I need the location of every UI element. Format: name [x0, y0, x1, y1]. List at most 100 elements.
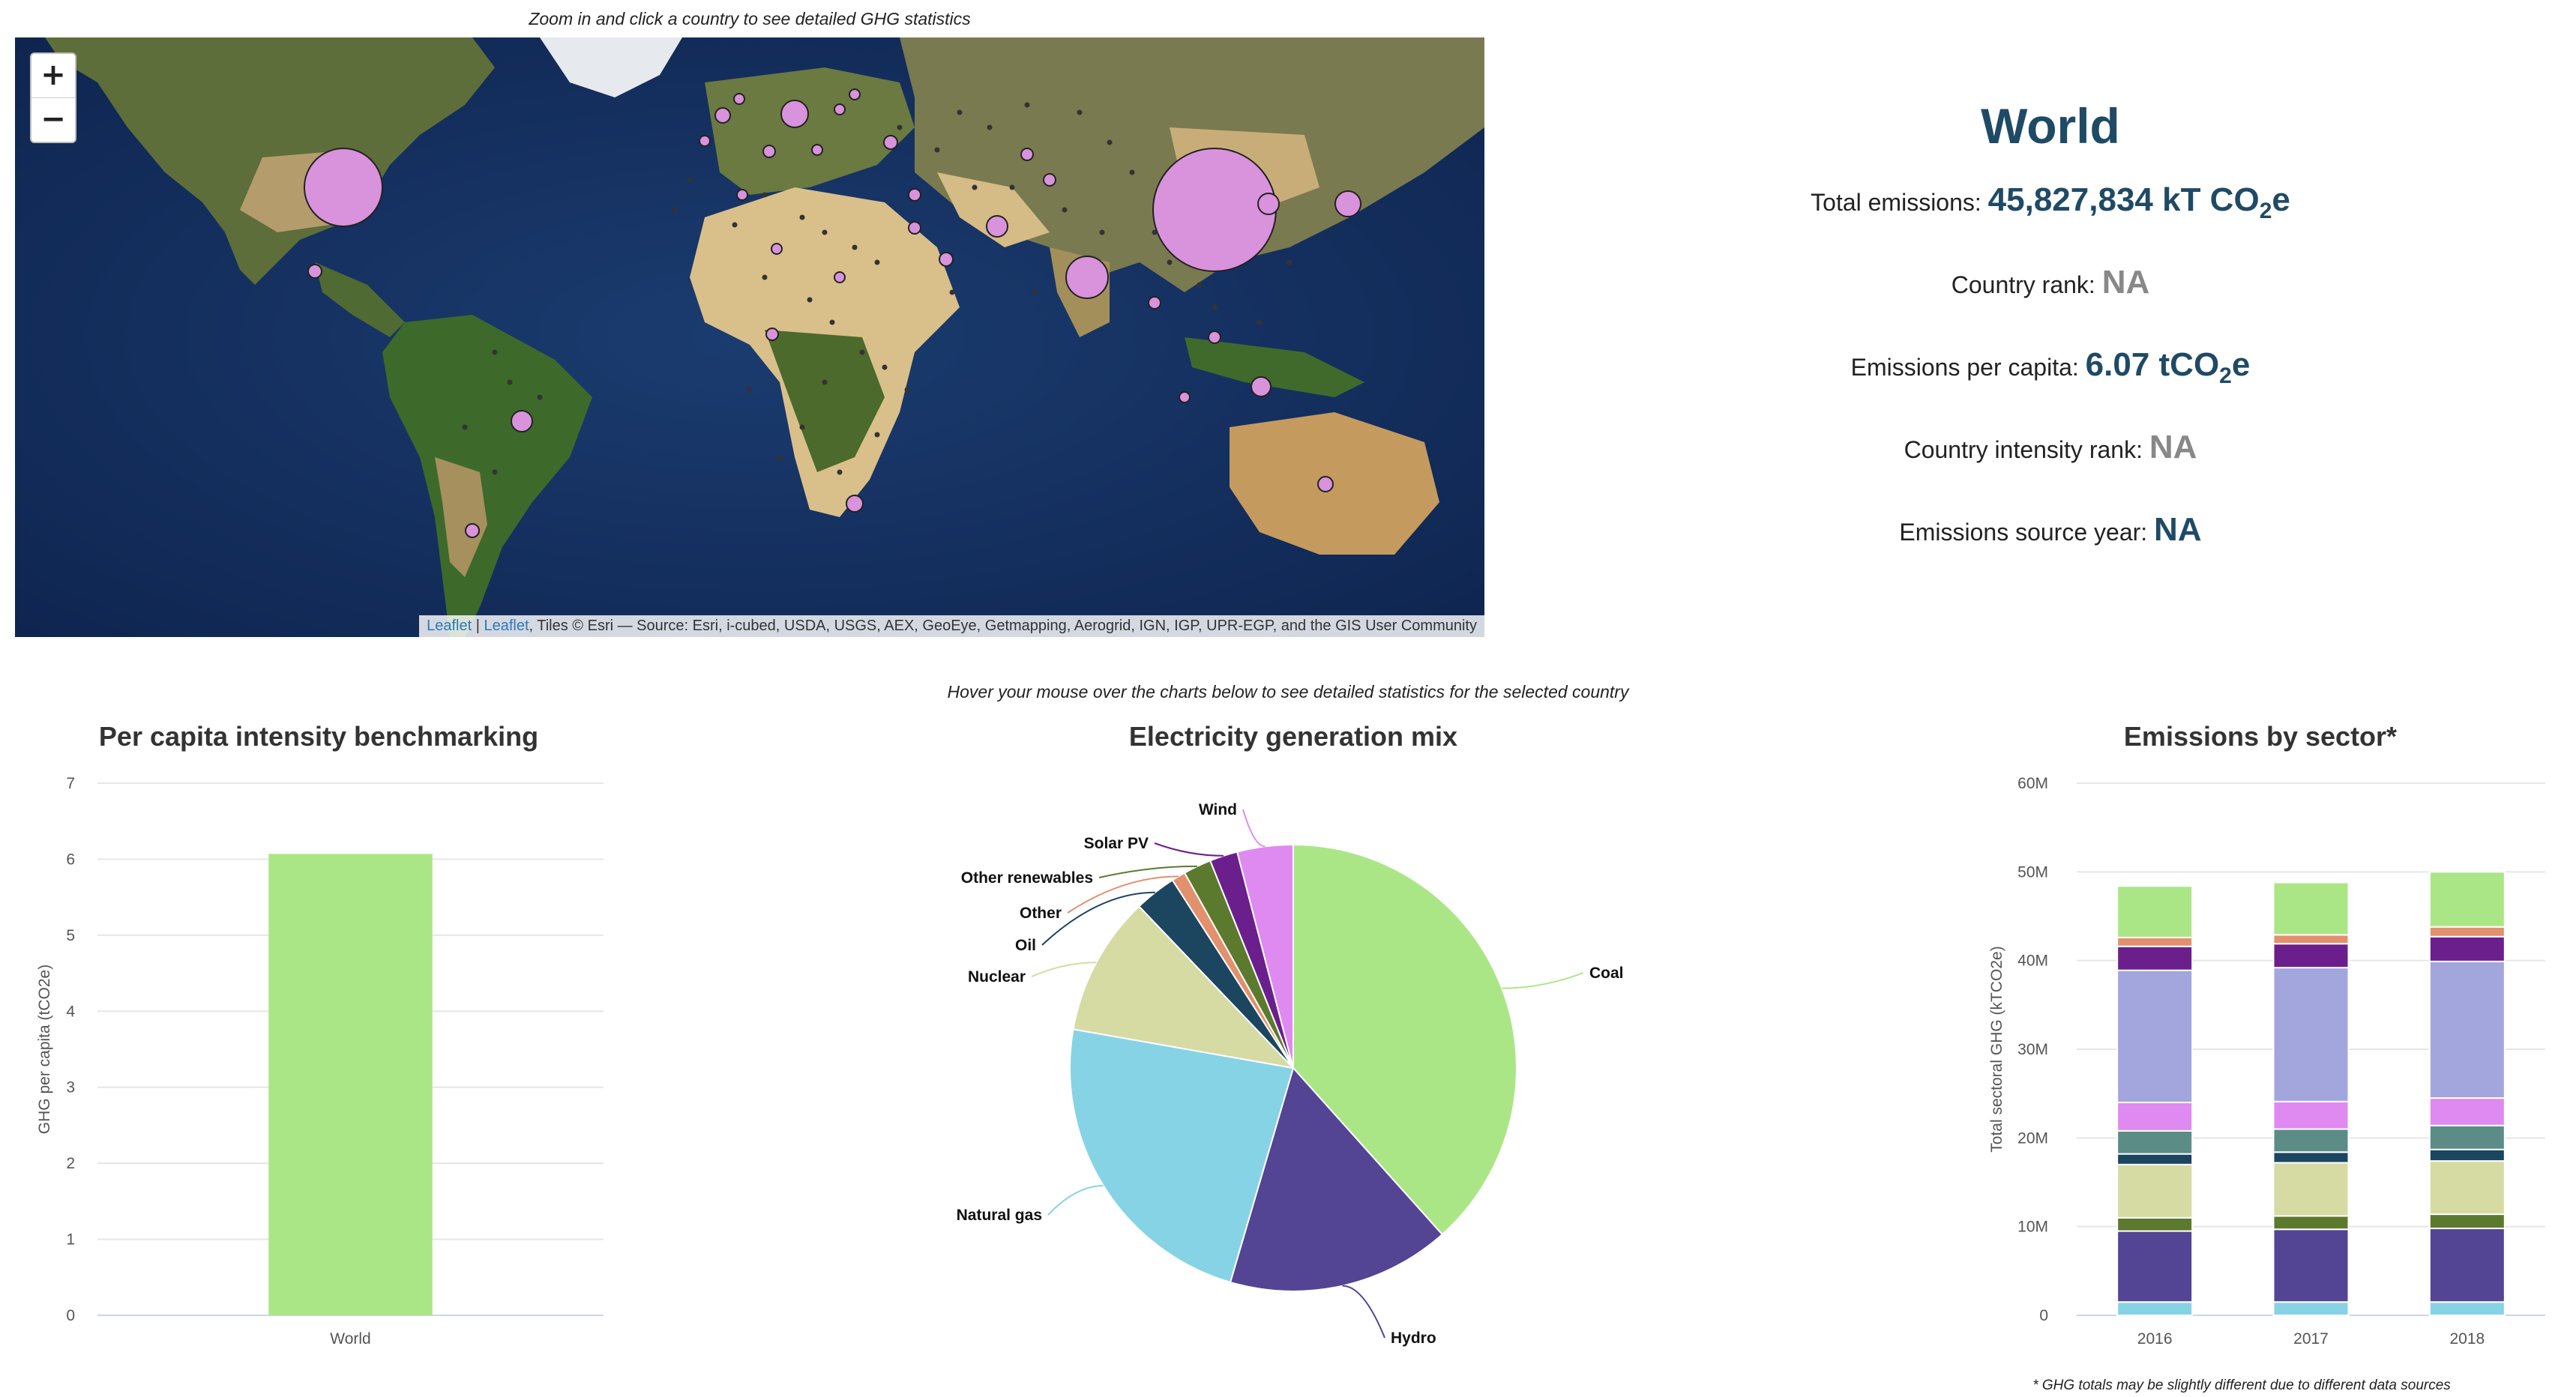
emission-bubble [834, 103, 846, 115]
stack-segment [2116, 936, 2194, 947]
pie-connector [1342, 1285, 1385, 1339]
emission-bubble [849, 88, 861, 100]
intensity-rank: Country intensity rank: NA [1574, 429, 2527, 511]
country-dot [837, 469, 843, 475]
attrib-sep: | [472, 618, 484, 634]
y-tick-label: 20M [2017, 1129, 2048, 1147]
y-tick-label: 7 [66, 775, 75, 792]
emission-bubble [1020, 148, 1034, 161]
country-dot [934, 147, 940, 153]
emission-bubble [307, 264, 322, 279]
emission-bubble [1179, 391, 1191, 403]
pie-label: Other renewables [961, 869, 1093, 887]
zoom-out-button[interactable]: − [31, 97, 75, 142]
stack-segment [2116, 969, 2194, 1103]
zoom-control: + − [30, 52, 76, 143]
country-dot [1062, 207, 1068, 213]
country-dot [882, 364, 888, 370]
country-dot [829, 319, 835, 325]
pie-slice-natural-gas [1069, 1028, 1295, 1284]
rank-label: Country rank: [1951, 271, 2102, 298]
country-dot [957, 109, 963, 115]
total-emissions: Total emissions: 45,827,834 kT CO2e [1574, 181, 2527, 264]
country-dot [492, 469, 498, 475]
emission-bubble [834, 271, 846, 283]
emission-bubble [811, 144, 823, 156]
footnote: * GHG totals may be slightly different d… [2032, 1378, 2451, 1393]
pie-slice-wind [1236, 843, 1294, 1069]
y-tick-label: 1 [66, 1231, 75, 1249]
country-title: World [1981, 98, 2120, 154]
intensity-label: Country intensity rank: [1904, 436, 2149, 463]
intensity-value: NA [2149, 429, 2197, 465]
stack-segment [2272, 943, 2350, 969]
country-dot [904, 387, 910, 393]
stack-segment [2428, 1228, 2506, 1303]
emission-bubble [511, 410, 533, 432]
country-dot [1257, 319, 1263, 325]
y-tick-label: 3 [66, 1079, 75, 1096]
y-tick-label: 60M [2017, 775, 2048, 792]
percap-value: 6.07 tCO2e [2085, 346, 2251, 388]
stack-segment [2272, 1100, 2350, 1130]
pie-label: Coal [1589, 965, 1624, 982]
pie-connector [1154, 842, 1224, 857]
emission-bubbles [304, 88, 1361, 538]
country-dot [1077, 109, 1083, 115]
y-tick-label: 4 [66, 1003, 75, 1020]
emission-bubble [771, 243, 783, 255]
total-label: Total emissions: [1811, 189, 1988, 216]
stack-segment [2428, 1213, 2506, 1230]
year-value: NA [2154, 511, 2202, 548]
emission-bubble [1251, 376, 1272, 397]
generation-mix-chart[interactable]: Coal Hydro Natural gas Nuclear Oil Other Other… [900, 757, 1687, 1372]
y-tick-label: 50M [2017, 863, 2048, 881]
emission-bubble [1148, 296, 1161, 310]
emission-bubble [908, 188, 921, 202]
y-tick-label: 6 [66, 851, 75, 868]
stack-segment [2428, 1301, 2506, 1316]
leaflet-link[interactable]: Leaflet [427, 618, 472, 634]
country-dot [462, 424, 468, 430]
country-dot [1167, 259, 1173, 265]
stack-segment [2116, 885, 2194, 938]
country-dot [874, 259, 880, 265]
pie-connector [1047, 1185, 1104, 1216]
land-europe [705, 67, 915, 195]
stack-segment [2116, 945, 2194, 971]
country-dot [799, 424, 805, 430]
sector-chart[interactable]: 0 10M 20M 30M 40M 50M 60M 2016 2017 2018 Total sec… [1964, 757, 2564, 1372]
x-tick-label: 2018 [2449, 1330, 2485, 1348]
emission-bubble [1257, 193, 1280, 215]
stack-segment [2116, 1102, 2194, 1132]
pie-connector [1242, 809, 1266, 848]
pie-label: Solar PV [1084, 835, 1149, 852]
percapita-chart[interactable]: 0 1 2 3 4 5 6 7 World GHG per capita (tCO2e) [22, 757, 622, 1372]
country-dot [822, 229, 828, 235]
pie-label: Other [1020, 905, 1062, 922]
stack-segment [2272, 1301, 2350, 1316]
leaflet-link-2[interactable]: Leaflet [484, 618, 529, 634]
rank-value: NA [2101, 264, 2150, 301]
country-dot [507, 379, 513, 385]
stack-segment [2272, 1151, 2350, 1164]
y-tick-label: 30M [2017, 1041, 2048, 1058]
pie-label: Natural gas [957, 1207, 1042, 1224]
country-dot [822, 379, 828, 385]
zoom-in-button[interactable]: + [40, 58, 66, 92]
country-dot [987, 124, 993, 130]
stack-segment [2428, 960, 2506, 1099]
emission-bubble [762, 145, 776, 158]
stack-segment [2428, 1148, 2506, 1162]
country-dot [807, 297, 813, 303]
country-dot [1129, 169, 1135, 175]
country-dot [777, 454, 783, 460]
pie-label: Hydro [1391, 1330, 1436, 1347]
emission-bubble [1065, 256, 1109, 299]
percap-label: Emissions per capita: [1850, 354, 2086, 381]
world-map[interactable]: + − Leaflet | Leaflet, Tiles © Esri — So… [15, 37, 1484, 637]
stack-segment [2428, 1124, 2506, 1150]
y-tick-label: 10M [2017, 1219, 2048, 1236]
y-tick-label: 0 [66, 1307, 75, 1324]
emission-bubble [939, 252, 954, 267]
